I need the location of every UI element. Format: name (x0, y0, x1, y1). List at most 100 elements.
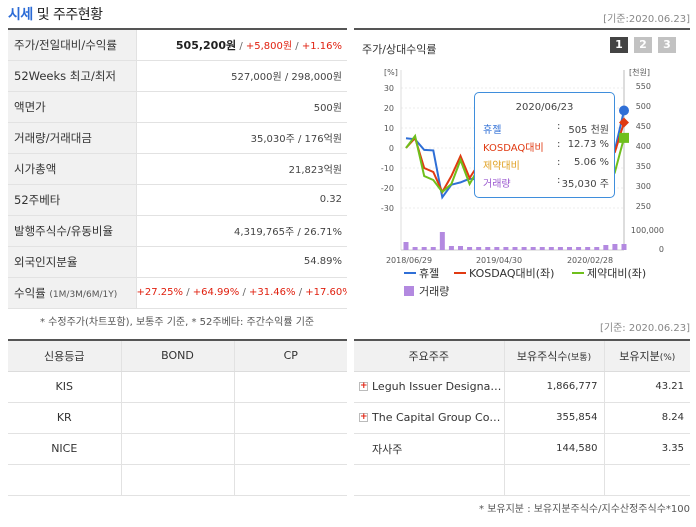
volume-bar (421, 247, 427, 250)
table-row: KIS (8, 371, 347, 403)
volume-bar (430, 247, 436, 250)
page-title: 시세 및 주주현황 (8, 4, 103, 24)
chart-tab-3-button[interactable]: 3 (658, 37, 676, 53)
volume-bar (612, 244, 618, 250)
quote-table: 주가/전일대비/수익률 505,200원 / +5,800원 / +1.16% … (8, 28, 347, 309)
volume-tick-label: 100,000 (631, 226, 664, 235)
row-value: 0.32 (136, 184, 347, 216)
expand-icon[interactable]: + (359, 412, 368, 423)
tooltip-value: 505 천원 (568, 125, 609, 136)
volume-bar (485, 247, 491, 250)
left-tick-label: -20 (381, 184, 394, 193)
tooltip-value: 5.06 % (574, 157, 609, 168)
tooltip-date: 2020/06/23 (515, 102, 574, 113)
row-label: 주가/전일대비/수익률 (8, 29, 137, 61)
volume-bar (557, 247, 563, 250)
table-row: 수익률 (1M/3M/6M/1Y) +27.25% / +64.99% / +3… (8, 277, 347, 309)
table-row (354, 464, 690, 496)
row-label: 액면가 (8, 91, 137, 123)
column-header: 신용등급 (8, 340, 121, 372)
x-tick-label: 2018/06/29 (386, 256, 432, 265)
row-value: 527,000원 / 298,000원 (136, 60, 347, 92)
row-label: 수익률 (14, 285, 46, 300)
return-1y: +17.60% (305, 287, 347, 298)
column-header: BOND (120, 340, 234, 372)
right-tick-label: 250 (636, 202, 651, 211)
chart-tooltip: 2020/06/23 휴젤 : 505 천원 KOSDAQ대비 : 12.73 … (474, 92, 615, 198)
row-label: 발행주식수/유동비율 (8, 215, 137, 247)
right-tick-label: 500 (636, 102, 651, 111)
volume-bar (467, 247, 473, 250)
agency-name: KR (8, 402, 121, 434)
table-row (8, 464, 347, 496)
volume-bar (576, 247, 582, 250)
row-label: 52Weeks 최고/최저 (8, 60, 137, 92)
holder-name: Leguh Issuer Designat… (372, 380, 504, 394)
pharma-marker (619, 132, 629, 143)
row-label: 52주베타 (8, 184, 137, 216)
tooltip-key: 제약대비 (483, 161, 520, 172)
return-6m: +31.46% (249, 287, 296, 298)
kosdaq-marker (619, 117, 629, 128)
volume-bar (530, 247, 536, 250)
row-value: 35,030주 / 176억원 (136, 122, 347, 154)
agency-name: NICE (8, 433, 121, 465)
basis-date-mid: [기준: 2020.06.23] (599, 323, 690, 334)
table-row: 시가총액 21,823억원 (8, 153, 347, 185)
left-tick-label: 20 (384, 104, 394, 113)
right-tick-label: 300 (636, 182, 651, 191)
row-label-periods: (1M/3M/6M/1Y) (49, 289, 118, 300)
volume-tick-label: 0 (659, 245, 664, 254)
table-row: + Leguh Issuer Designat… 1,866,777 43.21 (354, 371, 690, 403)
left-tick-label: 10 (384, 124, 394, 133)
left-tick-label: 0 (389, 144, 394, 153)
volume-bar (512, 247, 518, 250)
column-header: 주요주주 (354, 340, 504, 372)
legend-label: 휴젤 (419, 267, 439, 280)
holder-name: 자사주 (372, 442, 403, 456)
table-row: 자사주 144,580 3.35 (354, 433, 690, 465)
left-tick-label: 30 (384, 84, 394, 93)
column-header: CP (233, 340, 347, 372)
title-highlight: 시세 (8, 7, 33, 23)
volume-bar (494, 247, 500, 250)
volume-bar (621, 244, 627, 250)
basis-date-top: [기준:2020.06.23] (603, 14, 690, 25)
right-tick-label: 350 (636, 162, 651, 171)
x-tick-label: 2020/02/28 (567, 256, 613, 265)
table-row: 52Weeks 최고/최저 527,000원 / 298,000원 (8, 60, 347, 92)
left-tick-label: -10 (381, 164, 394, 173)
legend-label: 제약대비(좌) (587, 266, 646, 280)
quote-footnote: * 수정주가(차트포함), 보통주 기준, * 52주베타: 주간수익률 기준 (40, 317, 315, 328)
price-change-pct: +1.16% (301, 40, 342, 52)
chart-tab-1-button[interactable]: 1 (610, 37, 628, 53)
chart-panel: 주가/상대수익률 1 2 3 [%] [천원] 30 20 10 0 -10 -20 -30 55… (354, 28, 690, 304)
table-row: 외국인지분율 54.89% (8, 246, 347, 278)
table-row: 52주베타 0.32 (8, 184, 347, 216)
expand-icon[interactable]: + (359, 381, 368, 392)
row-label: 시가총액 (8, 153, 137, 185)
table-row: + The Capital Group Co… 355,854 8.24 (354, 402, 690, 434)
agency-name: KIS (8, 371, 121, 403)
left-tick-label: -30 (381, 204, 394, 213)
major-shareholders-table: 주요주주 보유주식수(보통) 보유지분(%) + Leguh Issuer Des… (354, 339, 690, 496)
tooltip-row: 거래량 : 35,030 주 (483, 175, 609, 190)
row-value: 500원 (136, 91, 347, 123)
volume-bar (567, 247, 572, 250)
volume-bar (503, 247, 509, 250)
return-1m: +27.25% (136, 287, 184, 298)
holder-shares: 144,580 (503, 433, 604, 465)
holder-shares: 355,854 (503, 402, 604, 434)
volume-bar (603, 245, 609, 250)
volume-bar (521, 247, 527, 250)
tooltip-key: 휴젤 (483, 125, 502, 136)
current-price: 505,200원 (175, 38, 237, 52)
chart-tab-2-button[interactable]: 2 (634, 37, 652, 53)
row-value: 21,823억원 (136, 153, 347, 185)
tooltip-value: 35,030 주 (561, 179, 609, 190)
tooltip-row: KOSDAQ대비 : 12.73 % (483, 139, 609, 154)
table-row: NICE (8, 433, 347, 465)
holder-pct: 3.35 (603, 433, 690, 465)
table-row: 주가/전일대비/수익률 505,200원 / +5,800원 / +1.16% (8, 29, 347, 61)
holder-name: The Capital Group Co… (372, 411, 501, 425)
